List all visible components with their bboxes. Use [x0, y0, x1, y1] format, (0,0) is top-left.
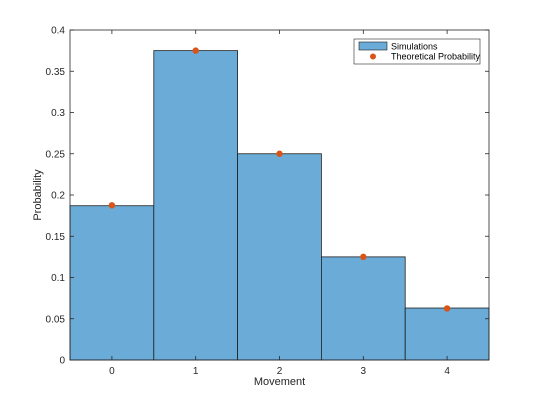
legend-swatch-simulations — [358, 41, 388, 51]
marker-0 — [108, 202, 116, 209]
y-tick-label: 0.2 — [51, 191, 65, 202]
x-tick-label: 0 — [109, 366, 115, 377]
marker-2 — [276, 150, 283, 157]
bar-3 — [320, 256, 406, 361]
y-tick-label: 0.3 — [51, 108, 65, 119]
markers-layer — [108, 47, 451, 312]
y-tick-label: 0.4 — [51, 26, 65, 37]
y-tick-label: 0.1 — [51, 273, 65, 284]
marker-3 — [360, 253, 367, 261]
legend-label-simulations: Simulations — [391, 42, 438, 52]
y-axis-title: Probability — [32, 169, 44, 221]
x-tick-label: 1 — [193, 366, 199, 377]
y-axis: 0 0.05 0.1 0.15 0.2 0.25 0.3 0.35 0.4 — [46, 26, 489, 367]
bar-0 — [69, 205, 155, 361]
x-axis-title: Movement — [254, 376, 305, 388]
y-tick-label: 0.15 — [46, 232, 66, 243]
marker-4 — [443, 305, 451, 312]
y-tick-label: 0.35 — [46, 67, 66, 78]
bar-2 — [237, 153, 322, 361]
bar-1 — [153, 50, 239, 361]
x-tick-label: 2 — [277, 366, 283, 377]
y-tick-label: 0.25 — [46, 149, 66, 160]
legend-swatch-theoretical — [370, 53, 376, 60]
x-axis: 0 1 2 3 4 — [109, 30, 450, 377]
bars-layer — [69, 50, 490, 361]
legend-label-theoretical: Theoretical Probability — [391, 52, 481, 62]
marker-1 — [192, 47, 199, 54]
x-tick-label: 4 — [444, 366, 450, 377]
legend: Simulations Theoretical Probability — [353, 38, 481, 65]
y-tick-label: 0 — [59, 356, 65, 367]
y-tick-label: 0.05 — [46, 314, 66, 325]
bar-4 — [404, 307, 490, 361]
x-tick-label: 3 — [361, 366, 367, 377]
